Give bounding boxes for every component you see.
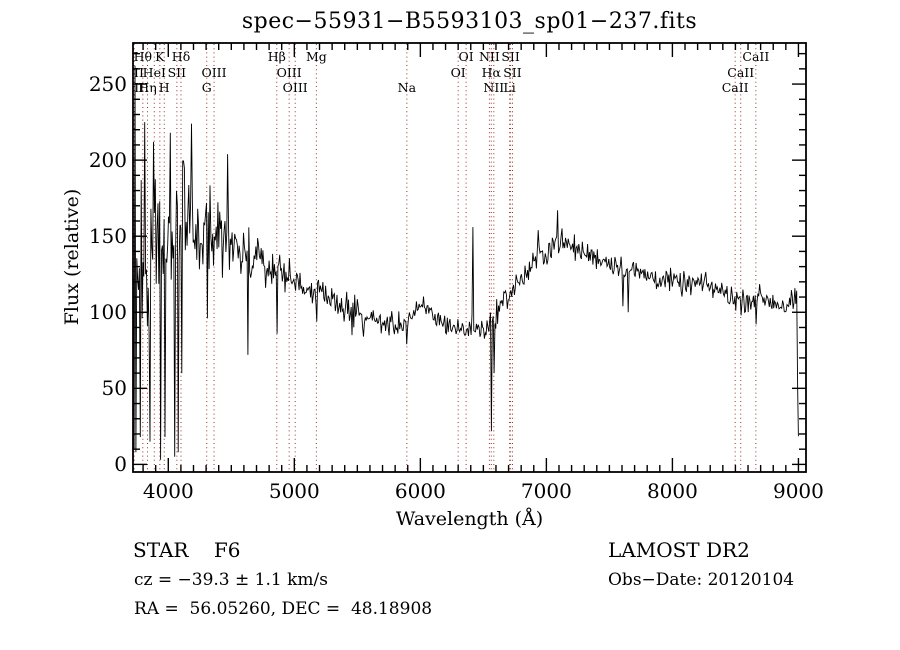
line-label-oiii: OIII — [276, 64, 302, 80]
line-label-oi: OI — [450, 64, 466, 80]
line-label-hδ: Hδ — [171, 49, 191, 64]
y-tick-label: 200 — [88, 148, 127, 173]
line-label-k: K — [155, 49, 165, 64]
x-tick-label: 7000 — [520, 479, 572, 503]
line-label-oiii: OIII — [282, 80, 308, 95]
line-label-oii: OII — [133, 80, 145, 95]
line-label-caii: CaII — [742, 49, 770, 64]
line-label-sii: SII — [167, 64, 187, 80]
line-label-caii: CaII — [721, 80, 749, 95]
line-label-hei: HeI — [142, 64, 166, 80]
line-label-na: Na — [397, 80, 417, 95]
obs-date-value: Obs−Date: 20120104 — [608, 570, 795, 590]
cz-value: cz = −39.3 ± 1.1 km/s — [134, 570, 328, 590]
line-label-g: G — [201, 80, 212, 95]
line-label-mg: Mg — [305, 49, 327, 64]
spectral-line-labels: HθKHδHβMgOINIISIICaIIOIIHeISIIOIIIOIIIOI… — [133, 43, 806, 472]
x-tick-label: 6000 — [394, 479, 446, 503]
line-label-hθ: Hθ — [133, 49, 153, 64]
line-label-oi: OI — [458, 49, 474, 64]
axes-frame-and-ticks — [132, 42, 807, 473]
line-label-h: H — [158, 80, 170, 95]
y-tick-label: 100 — [88, 300, 127, 325]
y-tick-label: 50 — [101, 376, 127, 401]
line-label-li: Li — [503, 80, 516, 95]
y-tick-label: 0 — [114, 452, 127, 477]
spectrum-trace — [132, 65, 799, 460]
x-tick-label: 4000 — [142, 479, 194, 503]
line-label-oii: OII — [133, 64, 144, 80]
line-label-hα: Hα — [481, 64, 501, 80]
y-tick-label: 250 — [88, 72, 127, 97]
x-axis-title: Wavelength (Å) — [395, 508, 544, 530]
line-label-hβ: Hβ — [267, 49, 286, 64]
line-label-caii: CaII — [727, 64, 755, 80]
y-tick-label: 150 — [88, 224, 127, 249]
line-label-oiii: OIII — [201, 64, 227, 80]
line-label-sii: SII — [501, 49, 520, 64]
x-tick-label: 5000 — [268, 479, 320, 503]
line-label-nii: NII — [478, 49, 500, 64]
classification-label: STAR F6 — [133, 538, 241, 562]
x-tick-label: 9000 — [772, 479, 824, 503]
plot-title: spec−55931−B5593103_sp01−237.fits — [241, 9, 698, 34]
line-label-nii: NII — [483, 80, 505, 95]
line-label-hη: Hη — [138, 80, 157, 95]
line-label-sii: SII — [503, 64, 522, 80]
survey-label: LAMOST DR2 — [608, 538, 750, 562]
x-tick-label: 8000 — [646, 479, 698, 503]
ra-dec-value: RA = 56.05260, DEC = 48.18908 — [134, 599, 433, 619]
